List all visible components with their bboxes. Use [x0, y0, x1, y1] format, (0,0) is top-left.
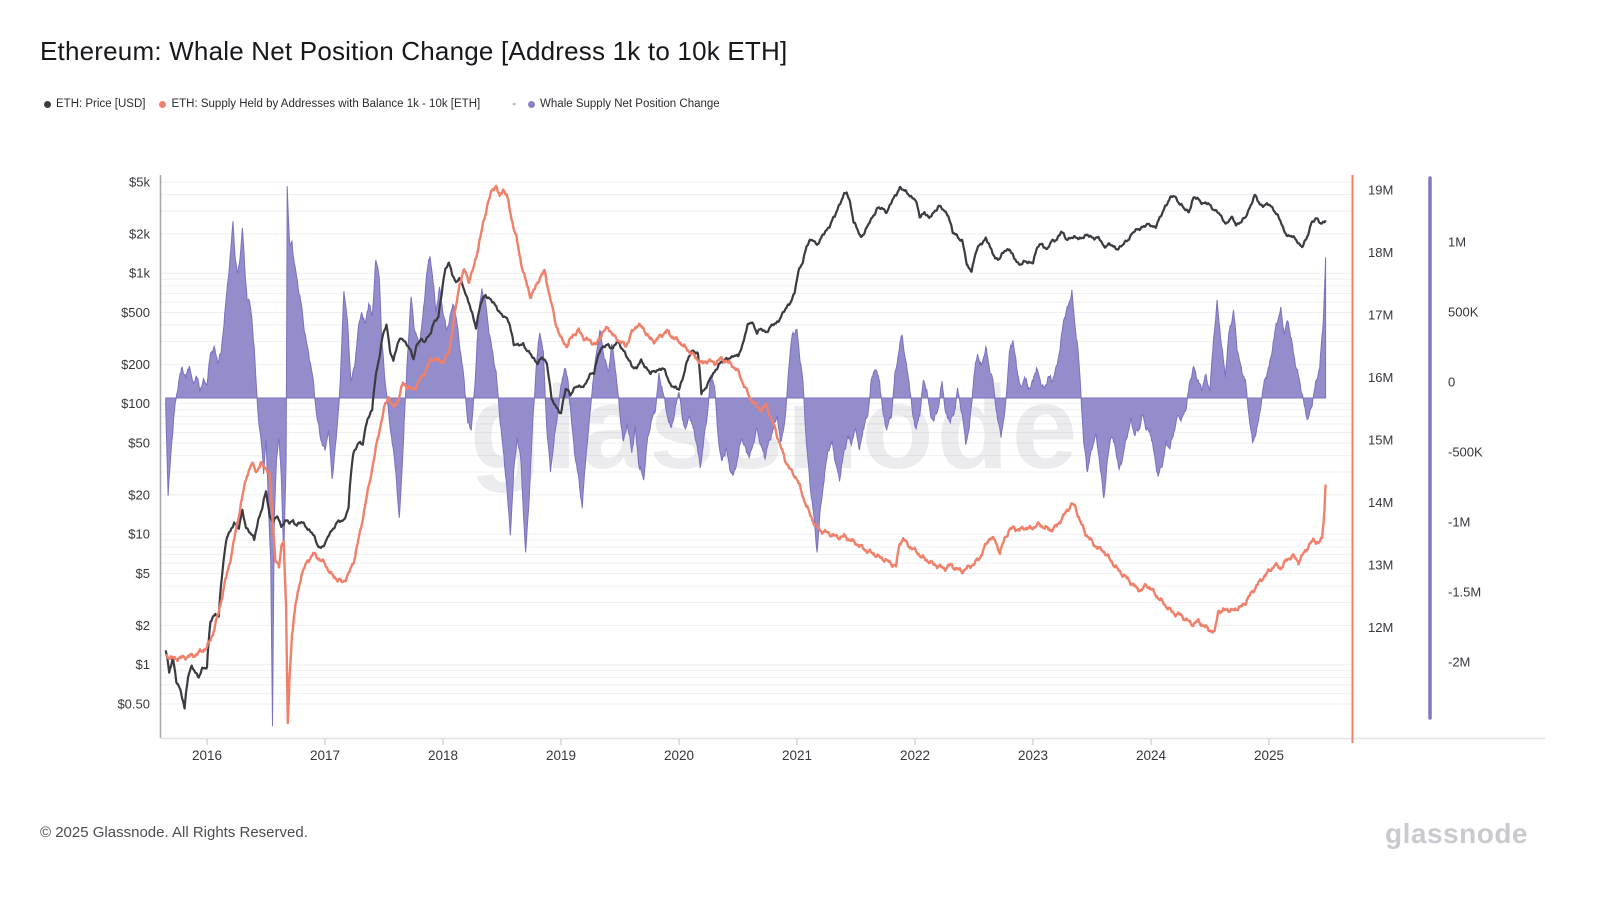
supply-axis-label: 15M: [1368, 433, 1393, 448]
x-axis-label: 2021: [782, 748, 812, 763]
price-axis-label: $0.50: [117, 697, 150, 712]
legend: ETH: Price [USD] ETH: Supply Held by Add…: [44, 98, 720, 110]
supply-held-line: [164, 184, 1327, 725]
legend-label: ETH: Supply Held by Addresses with Balan…: [171, 98, 481, 110]
price-axis-label: $200: [121, 357, 150, 372]
whale-axis-label: -1M: [1448, 515, 1470, 530]
whale-series-dot-icon: [528, 100, 536, 108]
x-axis-label: 2023: [1018, 748, 1048, 763]
legend-separator: -: [512, 98, 517, 110]
price-axis-label: $50: [128, 436, 150, 451]
supply-axis-label: 13M: [1368, 558, 1393, 573]
eth-price-line: [164, 185, 1327, 710]
supply-axis-label: 16M: [1368, 370, 1393, 385]
x-axis-label: 2016: [192, 748, 222, 763]
whale-axis-label: -1.5M: [1448, 585, 1481, 600]
supply-series-dot-icon: [159, 100, 167, 108]
supply-axis-label: 17M: [1368, 308, 1393, 323]
x-axis-label: 2025: [1254, 748, 1284, 763]
whale-axis-label: 0: [1448, 375, 1455, 390]
supply-axis-label: 18M: [1368, 245, 1393, 260]
price-axis-label: $5: [136, 566, 150, 581]
whale-axis-label: -500K: [1448, 445, 1483, 460]
legend-label: Whale Supply Net Position Change: [540, 98, 720, 110]
price-axis-label: $20: [128, 487, 150, 502]
plot-area[interactable]: [160, 175, 1352, 738]
whale-net-position-area: [165, 186, 1327, 727]
price-axis-label: $2k: [129, 226, 150, 241]
glassnode-logo: glassnode: [1385, 818, 1528, 849]
supply-axis-label: 12M: [1368, 620, 1393, 635]
supply-axis-label: 14M: [1368, 495, 1393, 510]
x-axis-label: 2017: [310, 748, 340, 763]
whale-axis-label: 500K: [1448, 305, 1479, 320]
price-axis-label: $2: [136, 618, 150, 633]
price-axis-label: $5k: [129, 175, 150, 190]
price-axis-label: $10: [128, 527, 150, 542]
price-axis-label: $1: [136, 657, 150, 672]
copyright-text: © 2025 Glassnode. All Rights Reserved.: [40, 824, 308, 841]
legend-item-eth-price[interactable]: ETH: Price [USD]: [44, 98, 145, 110]
price-axis-label: $1k: [129, 266, 150, 281]
x-axis-label: 2020: [664, 748, 694, 763]
x-axis-label: 2019: [546, 748, 576, 763]
page-title: Ethereum: Whale Net Position Change [Add…: [40, 36, 788, 66]
legend-label: ETH: Price [USD]: [56, 98, 146, 110]
price-axis-label: $100: [121, 396, 150, 411]
legend-item-supply[interactable]: ETH: Supply Held by Addresses with Balan…: [159, 98, 480, 110]
supply-axis-label: 19M: [1368, 183, 1393, 198]
price-series-dot-icon: [44, 100, 51, 108]
legend-item-whale-net-position[interactable]: Whale Supply Net Position Change: [528, 98, 720, 110]
whale-axis-label: 1M: [1448, 235, 1466, 250]
chart-canvas: glassnode2016201720182019202020212022202…: [117, 175, 1545, 763]
x-axis-label: 2018: [428, 748, 458, 763]
price-axis-label: $500: [121, 305, 150, 320]
x-axis-label: 2022: [900, 748, 930, 763]
whale-axis-label: -2M: [1448, 655, 1470, 670]
x-axis-label: 2024: [1136, 748, 1167, 763]
